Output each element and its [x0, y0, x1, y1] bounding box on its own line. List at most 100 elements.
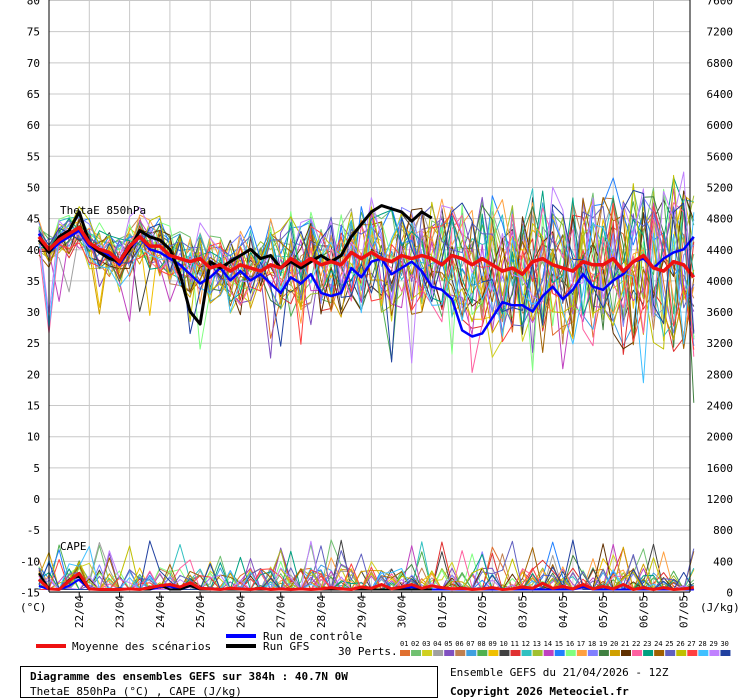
pert-swatch: [532, 650, 543, 656]
y2-tick-label: 1600: [707, 462, 734, 475]
pert-swatch: [709, 650, 720, 656]
pert-swatch: [643, 650, 654, 656]
x-tick-label: 22/04: [73, 595, 86, 628]
copyright: Copyright 2026 Meteociel.fr: [450, 685, 629, 698]
pert-swatch: [433, 650, 444, 656]
y-tick-label: 40: [27, 244, 40, 257]
pert-number: 25: [665, 640, 673, 648]
pert-number: 12: [522, 640, 530, 648]
pert-number: 15: [555, 640, 563, 648]
pert-number: 14: [544, 640, 552, 648]
pert-number: 10: [499, 640, 507, 648]
y-tick-label: 45: [27, 213, 40, 226]
pert-swatch: [466, 650, 477, 656]
pert-series-thetae: [38, 196, 695, 403]
y2-tick-label: 0: [726, 587, 733, 600]
control-series-thetae: [37, 229, 695, 338]
legend-mean-label: Moyenne des scénarios: [72, 640, 211, 653]
y-tick-label: 50: [27, 181, 40, 194]
x-tick-label: 03/05: [517, 595, 530, 628]
pert-swatch: [632, 650, 643, 656]
pert-number: 22: [632, 640, 640, 648]
x-tick-label: 02/05: [476, 595, 489, 628]
y2-tick-label: 4800: [707, 213, 734, 226]
chart-subtitle: ThetaE 850hPa (°C) , CAPE (J/kg): [30, 685, 242, 698]
pert-number: 05: [444, 640, 452, 648]
pert-number: 19: [599, 640, 607, 648]
pert-number: 01: [400, 640, 408, 648]
y2-tick-label: 1200: [707, 493, 734, 506]
x-tick-label: 27/04: [275, 595, 288, 628]
gfs-series-thetae: [37, 204, 433, 326]
y2-tick-label: 6800: [707, 57, 734, 70]
pert-number: 23: [643, 640, 651, 648]
pert-swatch: [598, 650, 609, 656]
pert-swatch: [698, 650, 709, 656]
pert-number: 08: [477, 640, 485, 648]
pert-swatch: [609, 650, 620, 656]
pert-swatch: [488, 650, 499, 656]
pert-swatch: [411, 650, 422, 656]
cape-panel-label: CAPE: [60, 540, 87, 553]
pert-number: 21: [621, 640, 629, 648]
info-box: Diagramme des ensembles GEFS sur 384h : …: [20, 666, 438, 698]
y2-tick-label: 4400: [707, 244, 734, 257]
ensemble-info: Ensemble GEFS du 21/04/2026 - 12Z: [450, 666, 669, 679]
y2-tick-label: 2000: [707, 431, 734, 444]
pert-number: 28: [698, 640, 706, 648]
y-tick-label: 5: [33, 462, 40, 475]
y-tick-label: -5: [27, 524, 40, 537]
y2-tick-label: 6400: [707, 88, 734, 101]
pert-swatch: [400, 650, 410, 656]
x-tick-label: 29/04: [355, 595, 368, 628]
chart-title: Diagramme des ensembles GEFS sur 384h : …: [30, 670, 348, 683]
pert-number: 30: [720, 640, 728, 648]
pert-number: 16: [566, 640, 574, 648]
thetae-panel-label: ThetaE 850hPa: [60, 204, 146, 217]
y2-tick-label: 800: [713, 524, 733, 537]
y-tick-label: 20: [27, 368, 40, 381]
pert-swatch: [477, 650, 488, 656]
y-tick-label: 55: [27, 150, 40, 163]
pert-series-thetae: [38, 174, 695, 350]
legend: Moyenne des scénarios Run de contrôle Ru…: [36, 630, 731, 658]
pert-swatch: [521, 650, 532, 656]
pert-swatch: [665, 650, 676, 656]
y2-tick-label: 5600: [707, 150, 734, 163]
x-tick-label: 05/05: [597, 595, 610, 628]
pert-swatch: [576, 650, 587, 656]
pert-swatch: [720, 650, 731, 656]
pert-number: 11: [511, 640, 519, 648]
pert-swatch: [543, 650, 554, 656]
pert-number: 13: [533, 640, 541, 648]
pert-swatch: [687, 650, 698, 656]
x-tick-label: 25/04: [194, 595, 207, 628]
mean-series-cape: [37, 571, 694, 591]
y-tick-label: 60: [27, 119, 40, 132]
y-tick-label: 65: [27, 88, 40, 101]
pert-number: 20: [610, 640, 618, 648]
y2-tick-label: 6000: [707, 119, 734, 132]
pert-swatch: [499, 650, 510, 656]
y-tick-label: 30: [27, 306, 40, 319]
pert-swatch: [676, 650, 687, 656]
pert-series-thetae: [38, 189, 695, 363]
x-tick-label: 26/04: [234, 595, 247, 628]
main-series: [37, 204, 696, 591]
y-tick-label: 35: [27, 275, 40, 288]
x-tick-label: 07/05: [678, 595, 691, 628]
pert-series-thetae: [38, 171, 695, 364]
y-tick-label: -10: [20, 555, 40, 568]
y2-tick-label: 2400: [707, 400, 734, 413]
pert-number: 17: [577, 640, 585, 648]
x-tick-label: 30/04: [396, 595, 409, 628]
legend-perts-label: 30 Perts.: [338, 645, 398, 658]
y2-tick-label: 7200: [707, 26, 734, 39]
pert-swatch: [565, 650, 576, 656]
y2-tick-label: 400: [713, 555, 733, 568]
pert-number: 06: [455, 640, 463, 648]
x-tick-label: 04/05: [557, 595, 570, 628]
pert-number: 29: [709, 640, 717, 648]
